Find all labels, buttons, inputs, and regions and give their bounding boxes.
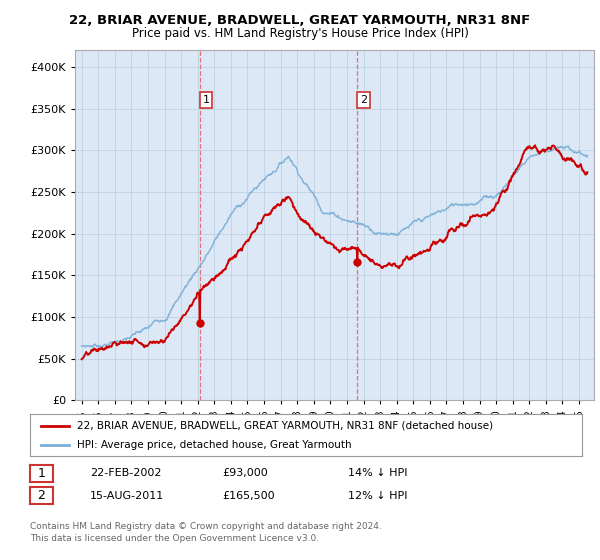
Text: 2: 2 — [37, 489, 46, 502]
Text: 15-AUG-2011: 15-AUG-2011 — [90, 491, 164, 501]
Text: Price paid vs. HM Land Registry's House Price Index (HPI): Price paid vs. HM Land Registry's House … — [131, 27, 469, 40]
Text: 1: 1 — [202, 95, 209, 105]
Text: 2: 2 — [360, 95, 367, 105]
Text: Contains HM Land Registry data © Crown copyright and database right 2024.
This d: Contains HM Land Registry data © Crown c… — [30, 522, 382, 543]
Text: 1: 1 — [37, 466, 46, 480]
Text: 12% ↓ HPI: 12% ↓ HPI — [348, 491, 407, 501]
Text: 22, BRIAR AVENUE, BRADWELL, GREAT YARMOUTH, NR31 8NF: 22, BRIAR AVENUE, BRADWELL, GREAT YARMOU… — [70, 14, 530, 27]
Text: £93,000: £93,000 — [222, 468, 268, 478]
Text: £165,500: £165,500 — [222, 491, 275, 501]
Text: 14% ↓ HPI: 14% ↓ HPI — [348, 468, 407, 478]
Text: 22-FEB-2002: 22-FEB-2002 — [90, 468, 161, 478]
Text: 22, BRIAR AVENUE, BRADWELL, GREAT YARMOUTH, NR31 8NF (detached house): 22, BRIAR AVENUE, BRADWELL, GREAT YARMOU… — [77, 421, 493, 431]
Text: HPI: Average price, detached house, Great Yarmouth: HPI: Average price, detached house, Grea… — [77, 440, 352, 450]
